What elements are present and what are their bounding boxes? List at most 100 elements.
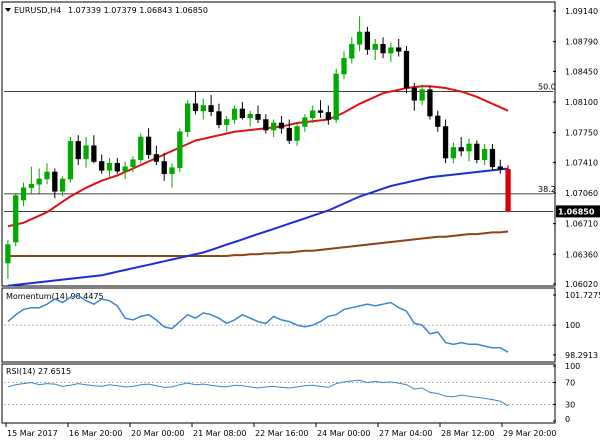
candle <box>270 119 277 137</box>
candle-body <box>99 161 105 171</box>
candle-body <box>356 31 363 45</box>
candle-body <box>396 47 402 52</box>
candle <box>403 46 410 94</box>
candle <box>185 100 191 137</box>
candle-body <box>450 147 457 159</box>
candle-body <box>122 166 128 172</box>
candle-body <box>278 122 285 129</box>
candle-body <box>13 195 19 243</box>
candle-body <box>505 169 511 212</box>
last-price-box <box>556 205 600 218</box>
candle <box>497 159 503 174</box>
candle-body <box>364 31 371 50</box>
time-tick-label: 24 Mar 00:00 <box>317 429 370 438</box>
sma200-line <box>7 230 509 257</box>
candle-body <box>83 145 89 160</box>
candle <box>36 168 42 195</box>
candle <box>67 137 74 183</box>
candle <box>208 95 214 116</box>
symbol-header: EURUSD,H4 1.07339 1.07379 1.06843 1.0685… <box>5 6 208 15</box>
candle <box>411 82 417 111</box>
rsi-tick-label: 30 <box>565 401 575 410</box>
candle-body <box>325 112 331 120</box>
rsi-line <box>7 379 509 407</box>
candle <box>427 86 433 120</box>
candle-body <box>161 161 167 175</box>
candle <box>302 114 308 132</box>
main-panel-frame <box>1 1 556 287</box>
last-price-tag: 1.06850 <box>556 205 600 218</box>
rsi-tick-label: 100 <box>565 362 580 371</box>
candle-body <box>372 43 378 50</box>
time-tick-label: 15 Mar 2017 <box>7 429 58 438</box>
candle <box>482 144 488 165</box>
candle <box>310 105 316 123</box>
rsi-indicator: 100 70 30 0 <box>4 362 580 424</box>
candle-body <box>36 178 42 185</box>
chevron-down-icon <box>5 8 11 12</box>
momentum-tick-label: 98.2913 <box>565 351 598 360</box>
candle <box>177 128 183 172</box>
candle-body <box>442 126 449 159</box>
time-tick-label: 20 Mar 00:00 <box>131 429 184 438</box>
candle-body <box>153 154 160 162</box>
candle <box>122 161 128 179</box>
candle <box>364 26 371 55</box>
candle <box>59 176 66 197</box>
candle <box>138 133 144 164</box>
time-tick-label: 28 Mar 12:00 <box>441 429 494 438</box>
candle-body <box>52 171 58 192</box>
symbol-label: EURUSD,H4 <box>14 6 61 15</box>
candle-body <box>255 113 261 120</box>
candle-body <box>145 136 152 155</box>
candle <box>317 100 324 118</box>
candle <box>130 156 136 172</box>
candle-body <box>302 117 308 127</box>
candle-body <box>130 159 136 168</box>
candle-body <box>310 110 316 119</box>
candle <box>474 140 480 164</box>
candle <box>153 145 160 165</box>
candle <box>161 152 167 181</box>
price-tick-label: 1.06710 <box>565 220 598 229</box>
candle-body <box>75 141 81 160</box>
candle <box>255 105 261 123</box>
candle-body <box>20 187 27 201</box>
price-tick-label: 1.08790 <box>565 38 598 47</box>
candle-body <box>403 50 410 89</box>
candle <box>247 110 253 127</box>
last-price-value: 1.06850 <box>558 207 595 216</box>
candle-body <box>497 166 503 170</box>
candle <box>294 123 300 146</box>
candle-body <box>341 57 347 75</box>
candle-body <box>67 141 74 180</box>
candle <box>388 42 394 62</box>
candle <box>5 240 11 279</box>
sma20-line <box>7 85 509 228</box>
candle-body <box>489 148 496 168</box>
momentum-line <box>7 294 509 353</box>
candle-body <box>177 131 183 168</box>
rsi-tick-label: 0 <box>565 415 570 424</box>
candle-body <box>388 47 394 54</box>
candle-body <box>224 119 230 126</box>
candle <box>52 168 58 199</box>
candle <box>466 138 472 162</box>
candle-body <box>349 43 355 59</box>
rsi-label: RSI(14) 27.6515 <box>6 367 71 376</box>
candle <box>28 166 34 194</box>
candle-body <box>419 89 425 101</box>
candlesticks <box>5 16 511 279</box>
candle <box>442 119 449 164</box>
momentum-tick-label: 100 <box>565 321 580 330</box>
candle-body <box>411 87 417 101</box>
price-tick-label: 1.07060 <box>565 189 598 198</box>
candle <box>396 39 402 57</box>
candle <box>200 98 206 120</box>
momentum-tick-label: 101.7275 <box>565 291 600 300</box>
candle-body <box>466 143 472 152</box>
candle <box>169 163 175 188</box>
time-tick-label: 29 Mar 20:00 <box>503 429 556 438</box>
ohlc-header-values: 1.07339 1.07379 1.06843 1.06850 <box>68 6 208 15</box>
candle-body <box>28 183 34 189</box>
